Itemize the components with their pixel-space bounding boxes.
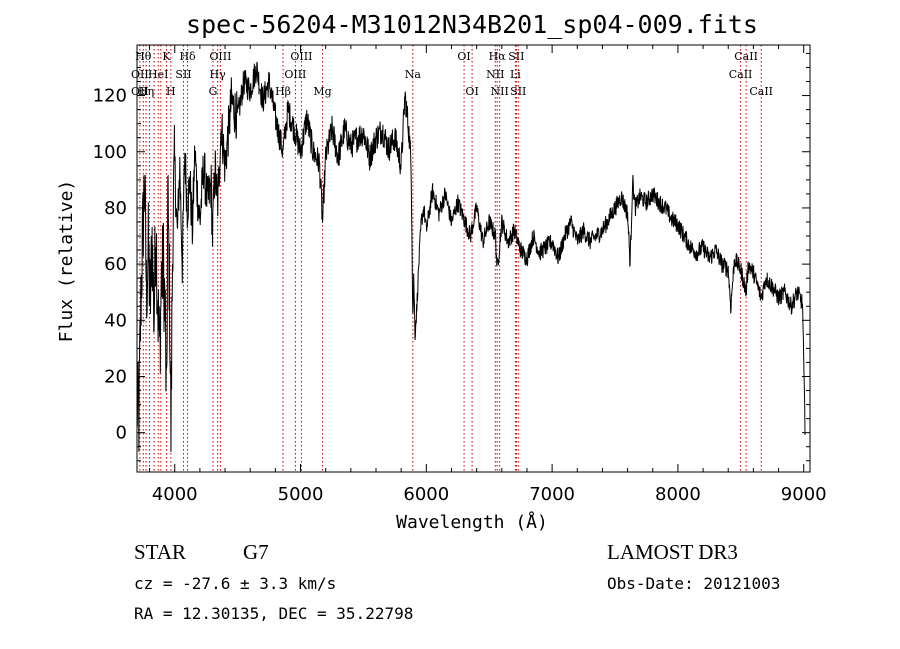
- spectral-line-label: SII: [510, 85, 526, 98]
- plot-frame: [136, 44, 811, 473]
- spectral-line-label: OI: [457, 50, 470, 63]
- spectral-line-label: G: [209, 85, 218, 98]
- x-tick-label: 6000: [403, 484, 449, 505]
- y-tick-label: 80: [104, 198, 127, 219]
- observation-date: Obs-Date: 20121003: [607, 574, 780, 593]
- spectral-line-label: SII: [508, 50, 524, 63]
- spectral-line-label: OI: [465, 85, 478, 98]
- spectral-line-label: Na: [405, 68, 422, 81]
- spectrum-series: [136, 61, 806, 452]
- spectral-line-label: HeI: [148, 68, 168, 81]
- spectral-line-label: SII: [175, 68, 191, 81]
- spectral-line-label: Mg: [313, 85, 331, 98]
- spectral-line-label: CaII: [749, 85, 773, 98]
- spectral-line-label: OII: [131, 85, 149, 98]
- spectral-line-label: Hγ: [210, 68, 227, 81]
- x-tick-label: 9000: [781, 484, 827, 505]
- spectral-line-label: NII: [491, 85, 509, 98]
- y-tick-label: 0: [116, 423, 127, 444]
- y-tick-label: 20: [104, 366, 127, 387]
- x-tick-label: 4000: [152, 484, 198, 505]
- spectral-line-label: H: [166, 85, 176, 98]
- y-tick-labels: 0 20 40 60 80 100 120: [93, 86, 127, 444]
- spectral-line-label: OIII: [209, 50, 231, 63]
- spectral-line-label: Hβ: [275, 85, 291, 98]
- spectral-line-label: NII: [486, 68, 504, 81]
- y-tick-label: 40: [104, 310, 127, 331]
- spectral-line-labels: OII OII Hθ Hη HeI K H SII Hδ G Hγ OIII Hβ OIII OIII Mg N…: [131, 50, 773, 98]
- chart-title: spec-56204-M31012N34B201_sp04-009.fits: [186, 10, 758, 39]
- spectral-line-label: OIII: [284, 68, 306, 81]
- spectral-line-label: Hθ: [135, 50, 152, 63]
- object-class: STAR: [134, 540, 186, 564]
- spectral-line-label: OII: [131, 68, 149, 81]
- x-tick-labels: 4000 5000 6000 7000 8000 9000: [152, 484, 827, 505]
- y-tick-label: 120: [93, 86, 127, 107]
- axis-ticks: [137, 45, 810, 472]
- y-tick-label: 100: [93, 142, 127, 163]
- spectral-line-label: Hδ: [179, 50, 196, 63]
- spectral-line-label: OIII: [290, 50, 312, 63]
- x-tick-label: 5000: [278, 484, 324, 505]
- x-axis-label: Wavelength (Å): [396, 511, 548, 533]
- y-tick-label: 60: [104, 254, 127, 275]
- spectral-line-label: Hη: [138, 85, 154, 98]
- x-tick-label: 7000: [529, 484, 575, 505]
- spectral-line-label: CaII: [734, 50, 758, 63]
- x-tick-label: 8000: [655, 484, 701, 505]
- spectral-line-markers: [139, 45, 762, 472]
- y-axis-label: Flux (relative): [56, 180, 77, 343]
- spectral-line-label: K: [162, 50, 171, 63]
- object-subclass: G7: [243, 540, 269, 564]
- spectral-line-label: CaII: [729, 68, 753, 81]
- survey-name: LAMOST DR3: [607, 540, 738, 564]
- spectral-line-label: Li: [510, 68, 521, 81]
- spectrum-line: [136, 61, 806, 452]
- spectral-line-label: Hα: [489, 50, 507, 63]
- redshift-readout: cz = -27.6 ± 3.3 km/s: [134, 574, 336, 593]
- coordinates-readout: RA = 12.30135, DEC = 35.22798: [134, 604, 413, 623]
